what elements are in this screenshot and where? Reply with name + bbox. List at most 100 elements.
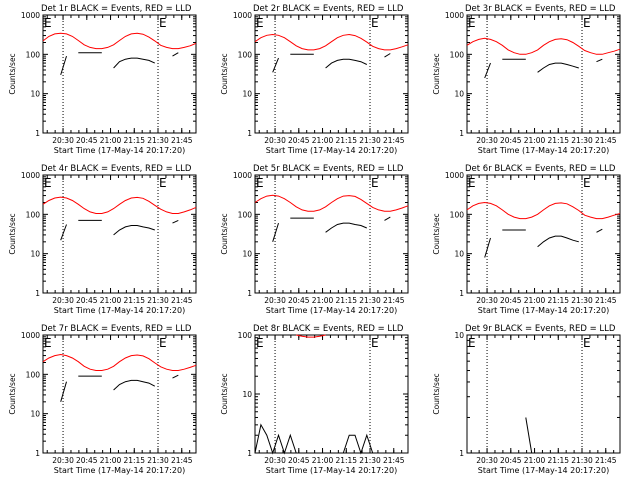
chart-title: Det 1r BLACK = Events, RED = LLD [41,4,192,14]
plot-frame [254,14,409,134]
marker-label: E [583,16,591,30]
events-series-line-4 [384,216,391,221]
x-tick-label: 21:00 [100,136,122,145]
x-axis-label: Start Time (17-May-14 20:17:20) [266,146,397,155]
x-tick-label: 21:15 [335,136,357,145]
lld-series-line-1 [254,194,409,212]
lld-series-line-1 [42,353,197,371]
events-series-line-1 [484,62,491,79]
x-tick-label: 21:00 [524,296,546,305]
x-tick-label: 21:30 [359,136,381,145]
chart-title: Det 6r BLACK = Events, RED = LLD [465,164,616,174]
x-tick-label: 21:15 [547,296,569,305]
x-tick-label: 21:00 [312,136,334,145]
marker-label: E [371,336,379,350]
y-axis-label: Counts/sec [220,53,229,94]
events-series-line-3 [113,57,156,69]
x-tick-label: 21:45 [595,456,617,465]
y-tick-label: 100 [26,210,41,219]
y-axis-label: Counts/sec [432,213,441,254]
events-series-line-4 [172,219,179,224]
chart-panel-5: Det 5r BLACK = Events, RED = LLD 1 10 100 10… [220,164,409,315]
y-tick-label: 1 [35,449,40,458]
plot-frame [42,14,197,134]
x-tick-label: 21:00 [524,136,546,145]
x-tick-label: 21:00 [312,456,334,465]
y-tick-label: 100 [238,331,253,340]
x-tick-label: 20:30 [264,296,286,305]
events-series-line-1 [272,57,279,73]
x-tick-label: 20:30 [52,136,74,145]
chart-panel-6: Det 6r BLACK = Events, RED = LLD 1 10 100 10… [432,164,621,315]
y-tick-label: 1000 [445,11,464,20]
plot-frame [254,174,409,294]
events-series-line-4 [172,52,179,57]
x-tick-label: 20:45 [500,296,522,305]
marker-label: E [159,336,167,350]
x-tick-label: 20:45 [500,136,522,145]
x-tick-label: 21:45 [595,136,617,145]
y-tick-label: 10 [454,331,464,340]
plot-frame [466,174,621,294]
corner-label: E [468,16,476,30]
x-tick-label: 20:45 [288,136,310,145]
y-tick-label: 1000 [21,11,40,20]
chart-title: Det 5r BLACK = Events, RED = LLD [253,164,404,174]
marker-label: E [583,336,591,350]
events-series-line-3 [325,222,367,233]
y-axis-label: Counts/sec [8,373,17,414]
y-tick-label: 1 [35,129,40,138]
chart-title: Det 9r BLACK = Events, RED = LLD [465,324,616,334]
y-tick-label: 1 [247,129,252,138]
y-tick-label: 100 [238,50,253,59]
x-tick-label: 20:30 [476,136,498,145]
x-tick-label: 21:45 [383,296,405,305]
x-tick-label: 21:15 [123,456,145,465]
x-tick-label: 21:30 [571,456,593,465]
chart-title: Det 2r BLACK = Events, RED = LLD [253,4,404,14]
lld-series-line-1 [466,37,621,55]
lld-series-line-1 [466,201,621,220]
corner-label: E [44,176,52,190]
chart-panel-7: Det 7r BLACK = Events, RED = LLD 1 10 100 10… [8,324,197,475]
x-tick-label: 21:30 [359,456,381,465]
events-series-line-4 [596,58,603,63]
chart-title: Det 3r BLACK = Events, RED = LLD [465,4,616,14]
x-axis-label: Start Time (17-May-14 20:17:20) [478,146,609,155]
x-axis-label: Start Time (17-May-14 20:17:20) [54,466,185,475]
chart-panel-3: Det 3r BLACK = Events, RED = LLD 1 10 100 10… [432,4,621,155]
plot-frame [466,14,621,134]
x-tick-label: 21:30 [147,296,169,305]
corner-label: E [256,336,264,350]
chart-panel-9: Det 9r BLACK = Events, RED = LLD 1 10 Count… [432,324,621,475]
x-tick-label: 21:00 [312,296,334,305]
x-tick-label: 21:30 [147,136,169,145]
corner-label: E [468,336,476,350]
events-series-line-4 [172,374,179,379]
x-tick-label: 20:30 [264,456,286,465]
x-tick-label: 21:00 [524,456,546,465]
y-tick-label: 100 [26,370,41,379]
y-tick-label: 10 [242,90,252,99]
lld-series-line-1 [296,334,326,338]
x-tick-label: 21:15 [547,456,569,465]
x-tick-label: 20:45 [76,296,98,305]
y-tick-label: 10 [242,250,252,259]
y-tick-label: 10 [454,250,464,259]
events-series-line-3 [537,235,579,248]
events-series-line-1 [60,224,67,241]
x-tick-label: 21:15 [547,136,569,145]
x-tick-label: 21:30 [147,456,169,465]
y-tick-label: 100 [450,50,465,59]
y-axis-label: Counts/sec [8,53,17,94]
x-tick-label: 20:30 [264,136,286,145]
x-tick-label: 20:30 [476,296,498,305]
y-axis-label: Counts/sec [432,53,441,94]
y-tick-label: 1 [247,289,252,298]
x-tick-label: 20:45 [500,456,522,465]
y-tick-label: 100 [26,50,41,59]
events-series-line-1 [484,237,491,258]
x-tick-label: 21:45 [383,136,405,145]
x-tick-label: 21:30 [571,296,593,305]
